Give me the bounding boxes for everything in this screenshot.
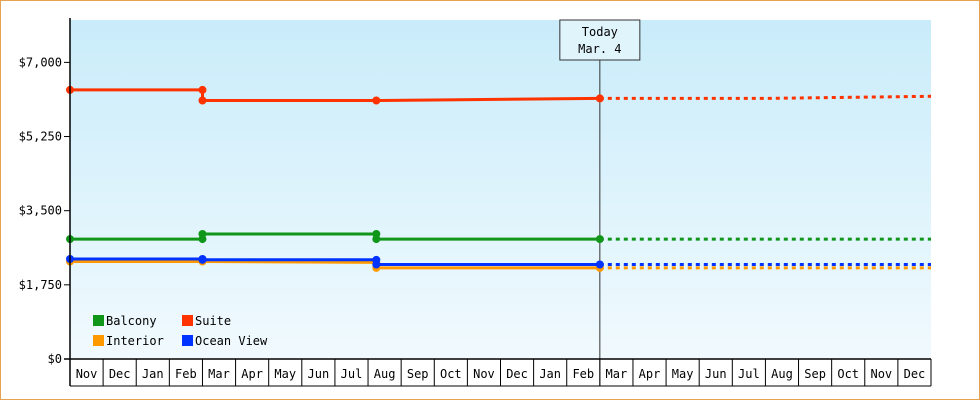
legend-label-suite: Suite: [195, 314, 231, 328]
x-tick-label: Aug: [374, 367, 396, 381]
legend-swatch-interior: [93, 335, 104, 346]
x-tick-label: Jan: [539, 367, 561, 381]
data-point-ocean-view: [198, 255, 207, 264]
x-tick-label: Apr: [639, 367, 661, 381]
x-tick-label: Dec: [109, 367, 131, 381]
x-tick-label: Aug: [771, 367, 793, 381]
x-tick-label: Mar: [606, 367, 628, 381]
y-tick-label: $3,500: [19, 204, 62, 218]
x-tick-label: Feb: [175, 367, 197, 381]
data-point-suite: [198, 85, 207, 94]
legend-label-balcony: Balcony: [106, 314, 157, 328]
data-point-ocean-view: [595, 260, 604, 269]
x-tick-label: Jul: [738, 367, 760, 381]
x-tick-label: Nov: [870, 367, 892, 381]
legend-label-interior: Interior: [106, 334, 164, 348]
x-tick-label: Sep: [804, 367, 826, 381]
series-line-balcony: [70, 232, 600, 241]
x-tick-label: Feb: [572, 367, 594, 381]
today-layer: Today Mar. 4: [559, 19, 641, 386]
data-point-balcony: [372, 235, 381, 244]
legend: Balcony Suite Interior Ocean View: [93, 314, 268, 348]
x-tick-label: May: [672, 367, 694, 381]
x-tick-label: Nov: [76, 367, 98, 381]
x-tick-label: Nov: [473, 367, 495, 381]
x-tick-label: Jun: [308, 367, 330, 381]
series-line-ocean-view: [70, 257, 600, 266]
series-layer: [66, 85, 932, 272]
data-point-suite: [372, 96, 381, 105]
y-tick-label: $1,750: [19, 278, 62, 292]
x-tick-label: Apr: [241, 367, 263, 381]
x-tick-label: Jul: [341, 367, 363, 381]
x-tick-label: Sep: [407, 367, 429, 381]
today-box: [559, 19, 641, 61]
data-point-suite: [595, 94, 604, 103]
today-label: Today: [582, 25, 618, 39]
legend-label-ocean-view: Ocean View: [195, 334, 268, 348]
x-tick-label: Mar: [208, 367, 230, 381]
x-tick-label: Jan: [142, 367, 164, 381]
data-point-suite: [198, 96, 207, 105]
y-tick-label: $7,000: [19, 55, 62, 69]
today-date: Mar. 4: [578, 42, 621, 56]
plot-background: [70, 20, 931, 359]
x-tick-label: Dec: [506, 367, 528, 381]
x-tick-label: Jun: [705, 367, 727, 381]
legend-swatch-ocean-view: [182, 335, 193, 346]
axis-layer: Nov Dec Jan Feb Mar Apr May Jun Jul Aug Sep Oct Nov D…: [64, 18, 932, 387]
data-point-balcony: [198, 229, 207, 238]
x-tick-label: May: [274, 367, 296, 381]
legend-swatch-balcony: [93, 315, 104, 326]
y-tick-layer: $0 $1,750 $3,500 $5,250 $7,000: [19, 55, 70, 366]
x-tick-label: Oct: [837, 367, 859, 381]
data-point-balcony: [595, 235, 604, 244]
x-tick-label: Dec: [904, 367, 926, 381]
legend-swatch-suite: [182, 315, 193, 326]
data-point-ocean-view: [372, 260, 381, 269]
x-tick-label: Oct: [440, 367, 462, 381]
y-tick-label: $0: [48, 352, 62, 366]
y-tick-label: $5,250: [19, 130, 62, 144]
